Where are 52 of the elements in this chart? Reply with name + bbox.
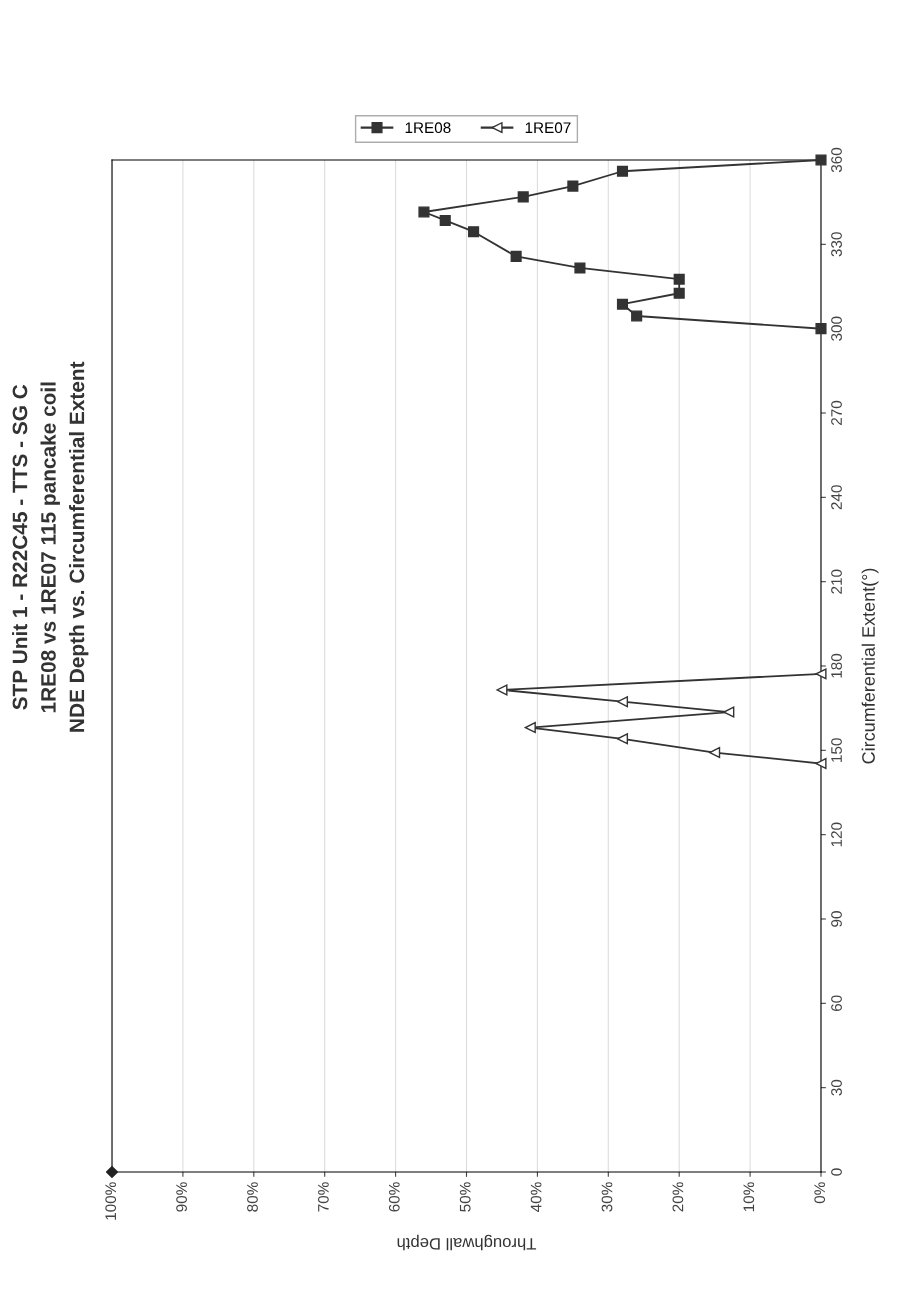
y-tick-label: 90 (831, 911, 842, 927)
point (567, 180, 579, 192)
y-tick-label: 120 (831, 822, 842, 847)
x-tick-label: 50% (459, 1182, 471, 1212)
point (616, 298, 629, 310)
y-tick-label: 180 (831, 653, 842, 678)
x-tick-label: 60% (388, 1182, 400, 1212)
point (510, 250, 522, 262)
y-tick-label: 60 (831, 995, 842, 1012)
x-tick-label: 80% (247, 1182, 258, 1212)
point (673, 273, 685, 285)
x-tick-label: 20% (672, 1182, 684, 1212)
point (105, 1165, 119, 1179)
point (496, 684, 508, 696)
point (468, 226, 480, 238)
point (815, 757, 827, 770)
y-tick-label: 0 (831, 1168, 842, 1176)
point (815, 668, 827, 680)
point (418, 206, 430, 218)
legend-label: 1RE08 (405, 122, 451, 134)
text: STP Unit 1 - R22C45 - TTS - SG C 1RE08 vs 1RE07 115 pancake coil NDE Depth vs. Circumferential Extent (12, 361, 89, 732)
point (517, 191, 529, 203)
y-tick-label: 330 (831, 232, 842, 257)
y-tick-label: 150 (831, 738, 842, 762)
point (723, 706, 735, 718)
point (815, 154, 827, 166)
point (631, 310, 643, 322)
point (439, 214, 451, 226)
point (709, 747, 721, 759)
point (574, 262, 586, 274)
y-tick-label: 210 (831, 569, 842, 594)
y-tick-label: 270 (831, 400, 842, 425)
point (616, 165, 629, 177)
x-axis-title: Throughwall Depth (397, 1234, 537, 1251)
y-tick-label: 240 (831, 485, 842, 510)
point (616, 696, 629, 708)
point (815, 323, 827, 335)
point (616, 733, 629, 745)
x-tick-label: 0% (814, 1182, 826, 1204)
x-tick-label: 10% (743, 1182, 755, 1212)
x-tick-label: 90% (176, 1182, 187, 1212)
y-axis-title: Circumferential Extent(°) (861, 568, 879, 764)
point (673, 287, 685, 299)
x-tick-label: 100% (105, 1182, 117, 1220)
point (524, 722, 536, 734)
y-tick-label: 30 (831, 1079, 842, 1096)
x-tick-label: 70% (317, 1182, 329, 1212)
y-tick-label: 360 (831, 147, 842, 173)
x-tick-label: 40% (530, 1182, 542, 1212)
x-tick-label: 30% (601, 1182, 613, 1212)
legend-label: 1RE07 (525, 122, 571, 134)
y-tick-label: 300 (831, 316, 842, 341)
